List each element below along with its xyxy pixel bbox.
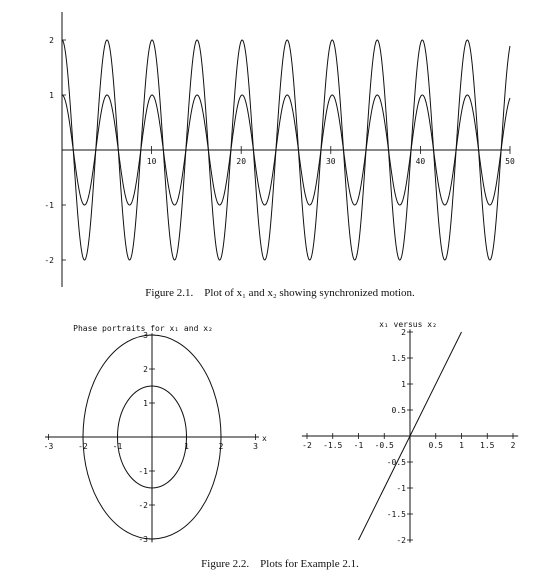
x-tick-label: 0.5 (429, 441, 444, 450)
x1-versus-x2-title: x₁ versus x₂ (379, 320, 437, 329)
y-tick-label: -2 (44, 256, 54, 265)
x-tick-label: 50 (505, 157, 515, 166)
x-tick-label: 10 (147, 157, 157, 166)
y-tick-label: -1 (44, 201, 54, 210)
series-line-1 (61, 39, 511, 261)
y-tick-label: 1.5 (392, 354, 407, 363)
x-tick-label: -3 (44, 442, 54, 451)
x-tick-label: -2 (302, 441, 312, 450)
y-tick-label: -2 (396, 536, 406, 545)
figure-2-2-caption: Figure 2.2. Plots for Example 2.1. (201, 558, 359, 570)
x-tick-label: -0.5 (375, 441, 394, 450)
y-tick-label: 1 (401, 380, 406, 389)
x-tick-label: 1 (184, 442, 189, 451)
figure-2-1-caption: Figure 2.1. Plot of x₁ and x₂ showing sy… (145, 287, 415, 299)
phase-ellipse-1 (82, 334, 222, 540)
y-tick-label: -2 (138, 501, 148, 510)
x-tick-label: 1.5 (480, 441, 495, 450)
y-tick-label: -1.5 (387, 510, 406, 519)
y-tick-label: 1 (49, 91, 54, 100)
x-tick-label: 3 (253, 442, 258, 451)
x-tick-label: 20 (236, 157, 246, 166)
y-tick-label: 2 (401, 328, 406, 337)
series-line-2 (61, 94, 511, 206)
x-tick-label: -1.5 (323, 441, 342, 450)
y-tick-label: 1 (143, 399, 148, 408)
x-tick-label: 40 (416, 157, 426, 166)
y-tick-label: 0.5 (392, 406, 407, 415)
y-tick-label: -1 (138, 467, 148, 476)
y-tick-label: 2 (49, 36, 54, 45)
time-series-plot: -2 -1 1 2 10 20 30 40 50 (44, 12, 515, 287)
phase-portrait-title: Phase portraits for x₁ and x₂ (73, 324, 213, 333)
y-tick-label: -3 (138, 535, 148, 544)
x-tick-label: -1 (354, 441, 364, 450)
phase-ellipse-2 (117, 385, 187, 489)
x-tick-label: 1 (459, 441, 464, 450)
x-tick-label: 2 (511, 441, 516, 450)
x-tick-label: 30 (326, 157, 336, 166)
x1-versus-x2-plot: -2 -1.5 -1 -0.5 0.5 1 1.5 2-2-1.5-1-0.50.511.52 (301, 328, 519, 545)
y-tick-label: 2 (143, 365, 148, 374)
y-tick-label: -1 (396, 484, 406, 493)
x1-x2-line-1 (358, 331, 462, 541)
phase-portrait-x-axis-label: x (262, 434, 267, 443)
